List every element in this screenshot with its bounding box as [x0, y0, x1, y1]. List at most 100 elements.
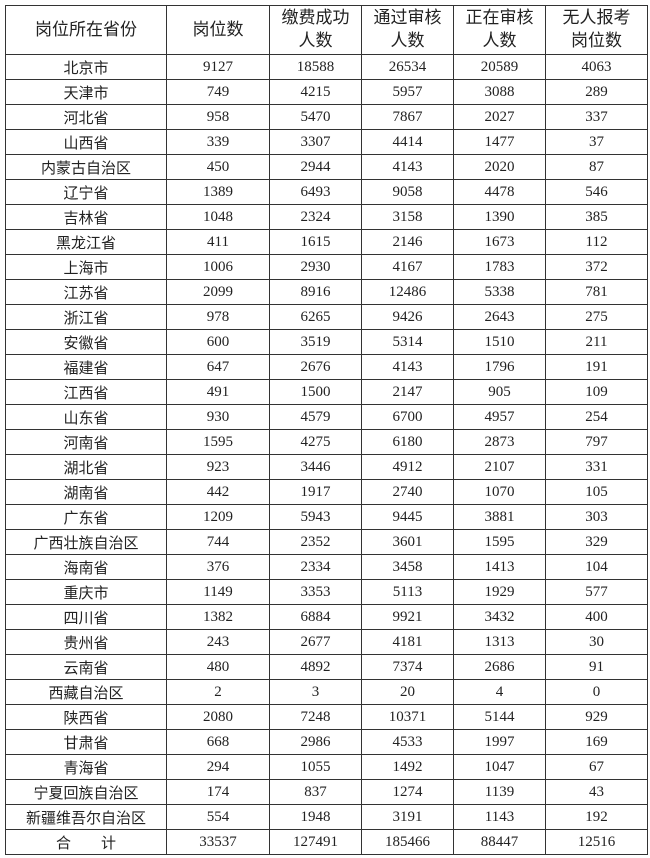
- province-cell: 天津市: [5, 79, 167, 105]
- value-cell: 546: [545, 179, 648, 205]
- value-cell: 1274: [361, 779, 454, 805]
- table-row: 福建省 647 2676 4143 1796 191: [5, 354, 648, 380]
- value-cell: 12516: [545, 829, 648, 855]
- province-cell: 海南省: [5, 554, 167, 580]
- value-cell: 8916: [269, 279, 362, 305]
- table-row: 海南省 376 2334 3458 1413 104: [5, 554, 648, 580]
- province-cell: 上海市: [5, 254, 167, 280]
- province-cell: 甘肃省: [5, 729, 167, 755]
- value-cell: 169: [545, 729, 648, 755]
- value-cell: 2873: [453, 429, 546, 455]
- value-cell: 4063: [545, 54, 648, 80]
- province-cell: 陕西省: [5, 704, 167, 730]
- value-cell: 4143: [361, 154, 454, 180]
- value-cell: 7867: [361, 104, 454, 130]
- value-cell: 1047: [453, 754, 546, 780]
- province-cell: 山东省: [5, 404, 167, 430]
- column-header-line: 人数: [298, 31, 333, 51]
- value-cell: 958: [166, 104, 270, 130]
- value-cell: 491: [166, 379, 270, 405]
- value-cell: 647: [166, 354, 270, 380]
- value-cell: 4167: [361, 254, 454, 280]
- value-cell: 2: [166, 679, 270, 705]
- column-header-line: 缴费成功: [281, 8, 350, 28]
- value-cell: 668: [166, 729, 270, 755]
- province-cell: 浙江省: [5, 304, 167, 330]
- table-row: 宁夏回族自治区 174 837 1274 1139 43: [5, 779, 648, 805]
- value-cell: 88447: [453, 829, 546, 855]
- value-cell: 1796: [453, 354, 546, 380]
- column-header-line: 人数: [482, 31, 517, 51]
- value-cell: 6265: [269, 304, 362, 330]
- value-cell: 1390: [453, 204, 546, 230]
- value-cell: 4: [453, 679, 546, 705]
- value-cell: 1510: [453, 329, 546, 355]
- province-cell: 黑龙江省: [5, 229, 167, 255]
- value-cell: 2352: [269, 529, 362, 555]
- value-cell: 1929: [453, 579, 546, 605]
- value-cell: 87: [545, 154, 648, 180]
- province-cell: 合 计: [5, 829, 167, 855]
- value-cell: 329: [545, 529, 648, 555]
- value-cell: 1673: [453, 229, 546, 255]
- value-cell: 1917: [269, 479, 362, 505]
- column-header-line: 人数: [390, 31, 425, 51]
- header-row: 岗位所在省份 岗位数 缴费成功 人数 通过审核 人数 正在审核 人数 无人报考 岗位数: [5, 5, 648, 55]
- value-cell: 400: [545, 604, 648, 630]
- value-cell: 289: [545, 79, 648, 105]
- value-cell: 2944: [269, 154, 362, 180]
- column-header-line: 岗位所在省份: [35, 19, 137, 40]
- value-cell: 3307: [269, 129, 362, 155]
- value-cell: 2986: [269, 729, 362, 755]
- value-cell: 923: [166, 454, 270, 480]
- table-row: 贵州省 243 2677 4181 1313 30: [5, 629, 648, 655]
- value-cell: 978: [166, 304, 270, 330]
- value-cell: 3353: [269, 579, 362, 605]
- value-cell: 2643: [453, 304, 546, 330]
- value-cell: 185466: [361, 829, 454, 855]
- value-cell: 2740: [361, 479, 454, 505]
- table-row: 天津市 749 4215 5957 3088 289: [5, 79, 648, 105]
- table-row: 江西省 491 1500 2147 905 109: [5, 379, 648, 405]
- value-cell: 6493: [269, 179, 362, 205]
- table-row: 山东省 930 4579 6700 4957 254: [5, 404, 648, 430]
- province-cell: 内蒙古自治区: [5, 154, 167, 180]
- value-cell: 2930: [269, 254, 362, 280]
- value-cell: 2027: [453, 104, 546, 130]
- table-row: 安徽省 600 3519 5314 1510 211: [5, 329, 648, 355]
- column-header-line: 正在审核: [465, 8, 534, 28]
- value-cell: 331: [545, 454, 648, 480]
- column-header-line: 无人报考: [562, 8, 631, 28]
- value-cell: 3432: [453, 604, 546, 630]
- value-cell: 6180: [361, 429, 454, 455]
- value-cell: 450: [166, 154, 270, 180]
- value-cell: 4957: [453, 404, 546, 430]
- value-cell: 4143: [361, 354, 454, 380]
- province-cell: 贵州省: [5, 629, 167, 655]
- value-cell: 9921: [361, 604, 454, 630]
- value-cell: 929: [545, 704, 648, 730]
- value-cell: 1313: [453, 629, 546, 655]
- value-cell: 5113: [361, 579, 454, 605]
- value-cell: 372: [545, 254, 648, 280]
- value-cell: 3519: [269, 329, 362, 355]
- value-cell: 109: [545, 379, 648, 405]
- value-cell: 781: [545, 279, 648, 305]
- column-header-line: 通过审核: [373, 8, 442, 28]
- value-cell: 6700: [361, 404, 454, 430]
- value-cell: 905: [453, 379, 546, 405]
- value-cell: 1149: [166, 579, 270, 605]
- value-cell: 105: [545, 479, 648, 505]
- value-cell: 3: [269, 679, 362, 705]
- table-row: 吉林省 1048 2324 3158 1390 385: [5, 204, 648, 230]
- table-row: 广西壮族自治区 744 2352 3601 1595 329: [5, 529, 648, 555]
- value-cell: 480: [166, 654, 270, 680]
- value-cell: 2020: [453, 154, 546, 180]
- recruitment-statistics-table: 岗位所在省份 岗位数 缴费成功 人数 通过审核 人数 正在审核 人数 无人报考 岗位数 北京市 91…: [5, 5, 648, 855]
- value-cell: 797: [545, 429, 648, 455]
- value-cell: 2334: [269, 554, 362, 580]
- value-cell: 104: [545, 554, 648, 580]
- value-cell: 192: [545, 804, 648, 830]
- value-cell: 4181: [361, 629, 454, 655]
- table-row: 北京市 9127 18588 26534 20589 4063: [5, 54, 648, 80]
